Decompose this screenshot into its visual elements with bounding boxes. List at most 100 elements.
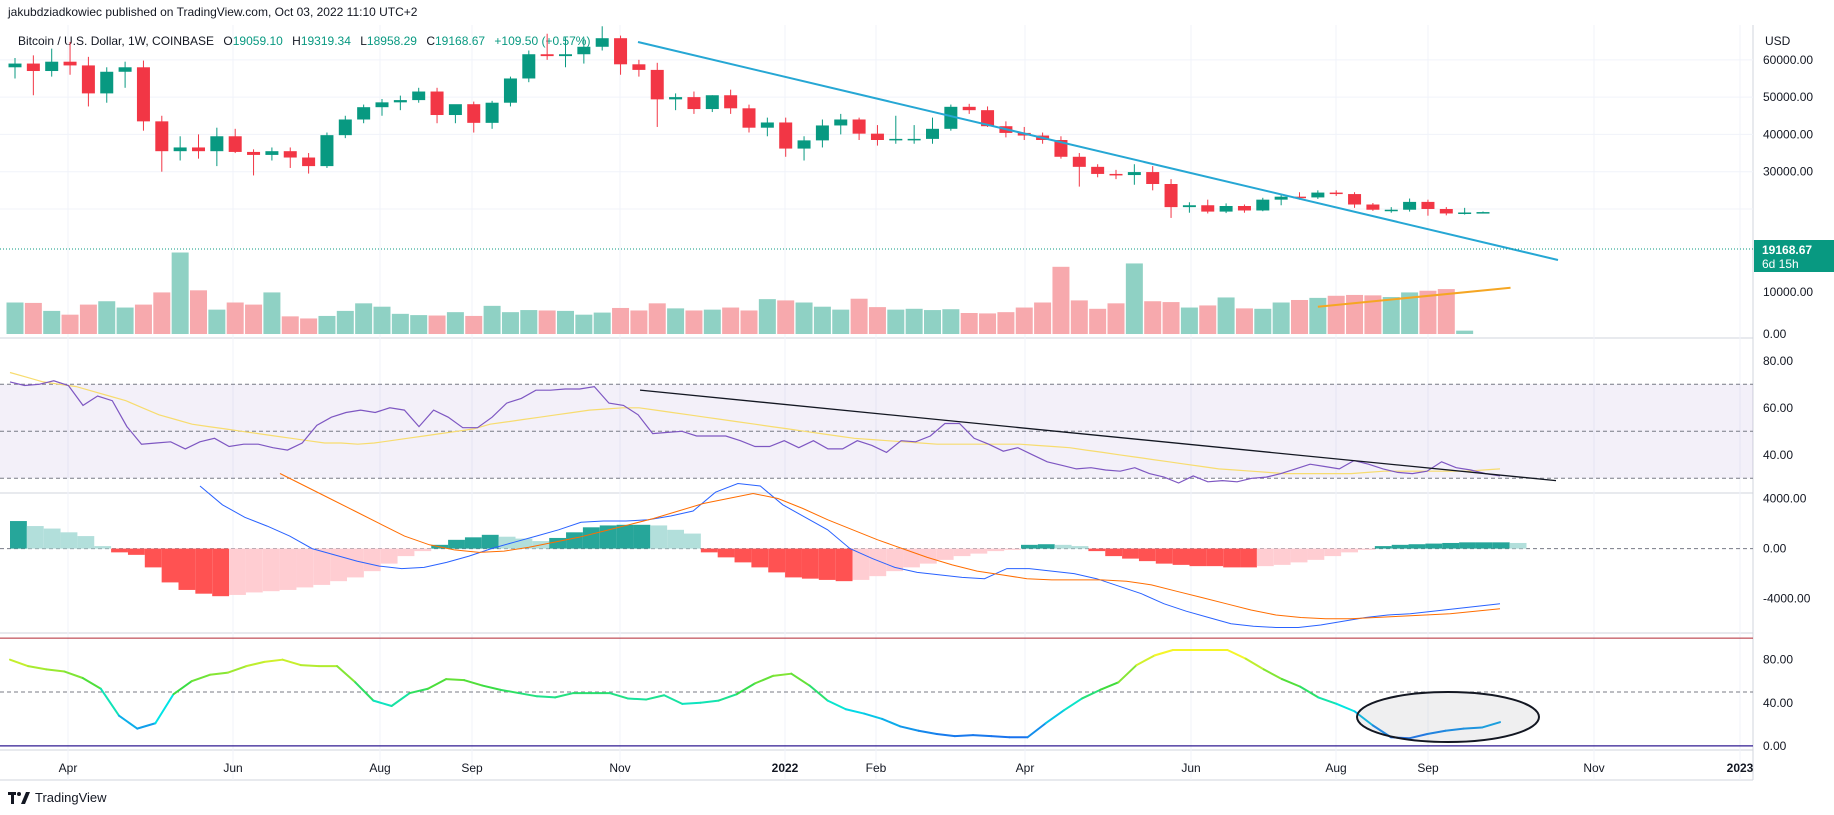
volume-bar [465,315,483,334]
macd-histogram-bar [1256,548,1274,567]
candle-body [614,38,628,65]
close-label: C [426,34,435,48]
candle [1164,179,1178,218]
candle-body [632,64,646,70]
candle-body [724,95,738,109]
time-axis-tick: Nov [609,761,630,775]
candle [1384,207,1398,213]
macd-histogram-bar [10,521,27,549]
candle-body [265,151,279,155]
volume-bar [391,313,409,334]
candle-body [1109,173,1123,176]
rsi-lines [9,371,1501,484]
change-value: +109.50 (+0.57%) [494,34,591,48]
candle [210,127,224,167]
price-axis-tick: 30000.00 [1763,165,1813,179]
price-axis-tick: 50000.00 [1763,90,1813,104]
macd-line [199,482,1501,628]
macd-histogram-bar [229,548,246,595]
volume-bar [355,303,373,334]
stoch-line-segment [1026,722,1047,739]
stoch-pane [0,637,1753,747]
stoch-line-segment [899,725,920,732]
volume-bar [336,310,354,334]
macd-histogram-bar [313,548,331,585]
candle [1146,166,1160,191]
macd-histogram-bar [1475,542,1493,549]
candle [1476,211,1490,214]
candle-body [705,95,719,110]
macd-histogram-bar [835,548,853,582]
stoch-line-segment [245,660,266,668]
candle [926,117,939,144]
volume-bar [905,308,923,334]
candle-body [559,54,572,57]
macd-histogram-bar [1021,544,1038,549]
macd-histogram-bar [1273,548,1291,565]
tradingview-brand[interactable]: TradingView [8,790,107,805]
close-value: 19168.67 [435,34,486,48]
stoch-line-segment [27,665,48,671]
candle-body [815,125,829,141]
macd-histogram-bar [936,548,954,560]
candle-body [8,63,22,68]
stoch-line-segment [81,677,102,690]
macd-histogram-bar [245,548,263,593]
volume-bar [1309,297,1327,334]
macd-histogram-bar [1088,548,1106,552]
candle-body [1439,208,1453,214]
candle [1182,202,1196,213]
time-axis-tick: Sep [1417,761,1439,775]
candle-body [669,97,683,100]
stoch-line-segment [281,658,302,667]
price-axis-tick: 0.00 [1763,739,1787,753]
macd-histogram-bar [515,538,533,549]
macd-histogram-bar [1509,542,1527,549]
candle [1109,169,1123,180]
macd-histogram-bar [549,537,567,549]
candle-body [210,136,224,152]
macd-histogram-bar [26,526,44,549]
volume-bar [410,315,428,334]
macd-histogram-bar [801,548,819,579]
candle [283,147,297,168]
stoch-line-segment [299,664,320,668]
stoch-line-segment [608,692,629,700]
symbol-legend[interactable]: Bitcoin / U.S. Dollar, 1W, COINBASE O190… [18,34,590,48]
macd-histogram-bar [363,548,381,572]
stoch-line-segment [481,684,502,691]
candle-body [412,91,426,101]
candle [815,119,829,148]
price-axis-tick: 40000.00 [1763,127,1813,141]
stoch-line-segment [699,699,720,704]
candle-body [1127,172,1141,176]
candle-body [1476,212,1490,214]
macd-histogram-bar [1004,548,1021,550]
last-price-countdown: 6d 15h [1762,257,1799,271]
volume-bar [703,309,721,334]
volume-bar [373,306,391,334]
highlight-ellipse [1356,691,1540,743]
candle [265,147,279,161]
stoch-line-segment [1480,721,1501,729]
candle-body [522,54,536,79]
candle-body [1329,192,1343,195]
price-axis-tick: 60000.00 [1763,53,1813,67]
candle-body [1274,196,1288,200]
stoch-line-segment [1408,733,1429,740]
volume-bar [1437,289,1455,334]
candle [1127,164,1141,185]
macd-histogram-bar [919,548,937,564]
candle-body [155,121,169,152]
macd-histogram-bar [111,548,128,553]
volume-bar [153,292,171,334]
stoch-line-segment [9,658,30,668]
time-axis-tick: 2022 [772,761,799,775]
volume-bar [6,302,24,334]
candle-body [797,140,811,149]
stoch-line-segment [1462,726,1483,730]
volume-bar [134,304,152,334]
candle [357,104,371,124]
macd-histogram-bar [212,548,230,597]
